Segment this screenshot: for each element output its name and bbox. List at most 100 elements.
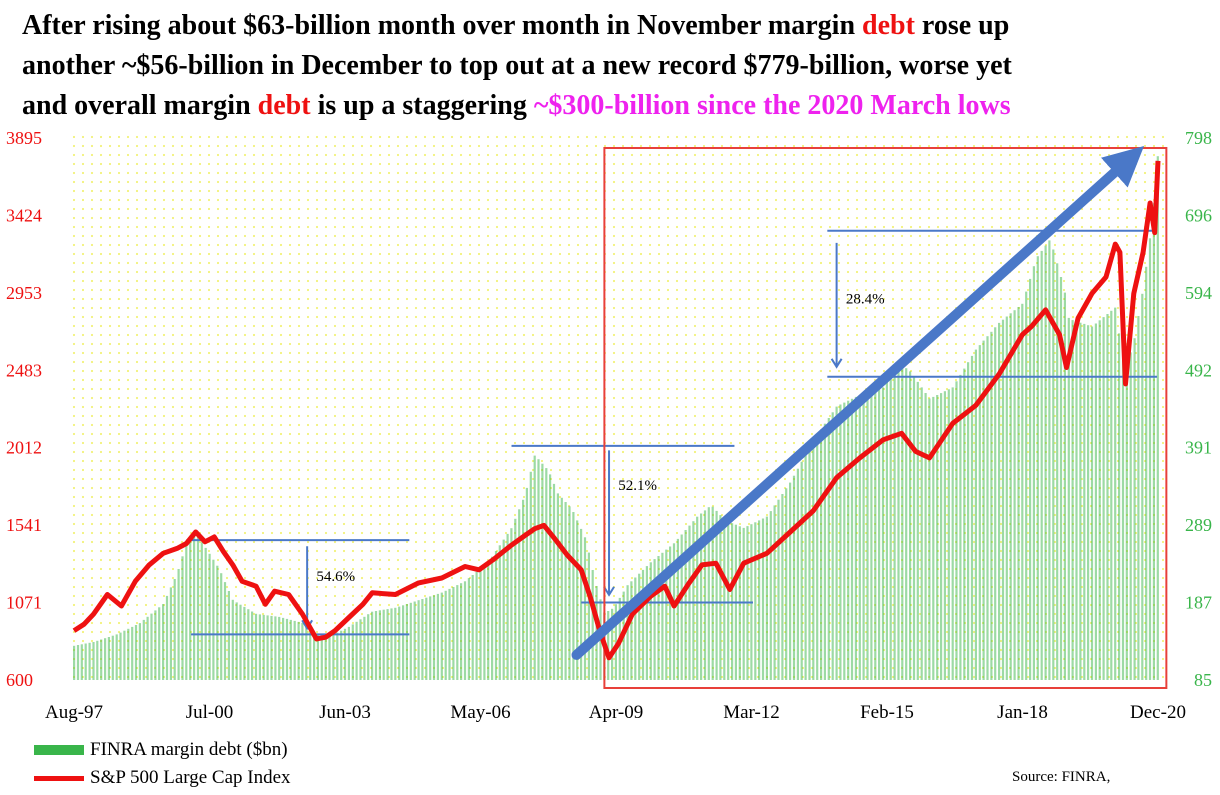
margin-debt-bar (854, 396, 857, 680)
margin-debt-bar (897, 361, 900, 680)
margin-debt-bar (1098, 320, 1101, 680)
x-axis-tick: Apr-09 (589, 702, 644, 723)
margin-debt-bar (645, 566, 648, 680)
right-axis-tick: 391 (1185, 437, 1212, 457)
margin-debt-bar (216, 565, 219, 680)
margin-debt-bar (634, 577, 637, 680)
margin-debt-bar (235, 602, 238, 680)
margin-debt-bar (878, 388, 881, 680)
margin-debt-bar (324, 638, 327, 680)
margin-debt-bar (1110, 310, 1113, 680)
margin-debt-bar (92, 642, 95, 680)
margin-debt-bar (986, 336, 989, 680)
highlight-box (603, 147, 1168, 689)
margin-debt-bar (258, 614, 261, 680)
margin-debt-bar (576, 520, 579, 680)
margin-debt-bar (394, 607, 397, 680)
left-axis-tick: 3895 (6, 128, 42, 148)
margin-debt-bar (723, 519, 726, 680)
margin-debt-bar (1067, 317, 1070, 680)
margin-debt-bar (313, 632, 316, 680)
margin-debt-bar (1094, 323, 1097, 680)
margin-debt-bar (816, 435, 819, 680)
margin-debt-bar (874, 389, 877, 680)
margin-debt-bar (866, 392, 869, 680)
margin-debt-bar (1087, 325, 1090, 680)
margin-debt-bar (928, 398, 931, 680)
margin-debt-bar (336, 632, 339, 680)
margin-debt-bar (1090, 326, 1094, 680)
margin-debt-bar (1001, 319, 1005, 680)
decline-percent-label: 52.1% (618, 478, 657, 494)
margin-debt-bar (309, 629, 312, 680)
margin-debt-bar (162, 604, 165, 680)
margin-debt-bar (912, 376, 916, 680)
margin-debt-bar (429, 596, 432, 680)
margin-debt-bar (154, 610, 157, 680)
margin-debt-bar (1137, 316, 1140, 680)
margin-debt-bar (471, 575, 474, 680)
margin-debt-bar (1021, 303, 1024, 680)
margin-debt-bar (409, 602, 412, 680)
margin-debt-bar (707, 507, 710, 680)
x-axis-tick: Aug-97 (45, 702, 103, 723)
margin-debt-bar (254, 613, 258, 680)
margin-debt-bar (831, 412, 834, 680)
margin-debt-bar (1025, 291, 1028, 680)
margin-debt-bar (1079, 322, 1082, 680)
decline-arrowhead (603, 586, 615, 597)
decline-percent-label: 54.6% (316, 569, 355, 585)
margin-debt-bar (1075, 321, 1078, 680)
margin-debt-bar (251, 611, 254, 680)
title-line-1: After rising about $63-billion month ove… (22, 10, 1010, 41)
margin-debt-bar (889, 372, 892, 680)
left-axis: 600 1071 1541 2012 2483 2953 3424 3895 (6, 128, 42, 690)
margin-debt-bar (196, 536, 200, 680)
margin-debt-bar (247, 609, 250, 680)
right-axis-tick: 85 (1194, 670, 1212, 690)
margin-debt-bar (901, 365, 904, 680)
margin-debt-bar (510, 528, 513, 680)
margin-debt-bar (649, 562, 652, 680)
x-axis-tick: Feb-15 (860, 702, 914, 723)
margin-debt-bar (231, 599, 234, 680)
margin-debt-bar (463, 581, 467, 680)
right-axis-tick: 187 (1185, 593, 1212, 613)
margin-debt-bar (421, 599, 424, 680)
margin-debt-bar (765, 516, 768, 680)
margin-debt-bar (405, 604, 408, 680)
margin-debt-bar (862, 393, 865, 680)
margin-debt-bar (402, 605, 405, 680)
margin-debt-bar (607, 611, 610, 680)
margin-debt-bar (1125, 365, 1128, 680)
margin-debt-bar (193, 535, 196, 680)
margin-debt-bar (223, 582, 227, 680)
margin-debt-bar (850, 398, 854, 680)
margin-debt-bar (676, 538, 679, 680)
margin-debt-bar (669, 546, 672, 680)
margin-debt-bar (545, 468, 548, 680)
margin-debt-bar (444, 590, 447, 680)
margin-debt-bar (146, 616, 149, 680)
margin-debt-bar (436, 593, 439, 680)
margin-debt-bar (955, 381, 958, 680)
margin-debt-bar (943, 391, 946, 680)
margin-debt-bar (518, 509, 521, 680)
margin-debt-bar (580, 528, 583, 680)
right-axis: 85 187 289 391 492 594 696 798 (1185, 128, 1212, 690)
left-axis-tick: 2483 (6, 360, 42, 380)
margin-debt-bar (909, 371, 912, 680)
margin-debt-bar (591, 570, 594, 680)
margin-debt-bar (378, 610, 381, 680)
margin-debt-bar (452, 587, 455, 680)
margin-debt-bar (696, 516, 699, 680)
margin-debt-bar (432, 595, 436, 680)
margin-debt-bar (994, 327, 997, 680)
margin-debt-bar (727, 521, 730, 680)
margin-debt-bar (320, 636, 323, 680)
margin-debt-bar (823, 423, 826, 680)
margin-debt-bar (1056, 263, 1059, 680)
margin-debt-bar (413, 601, 416, 680)
margin-debt-bar (123, 630, 126, 680)
debt-highlight: debt (257, 90, 311, 121)
